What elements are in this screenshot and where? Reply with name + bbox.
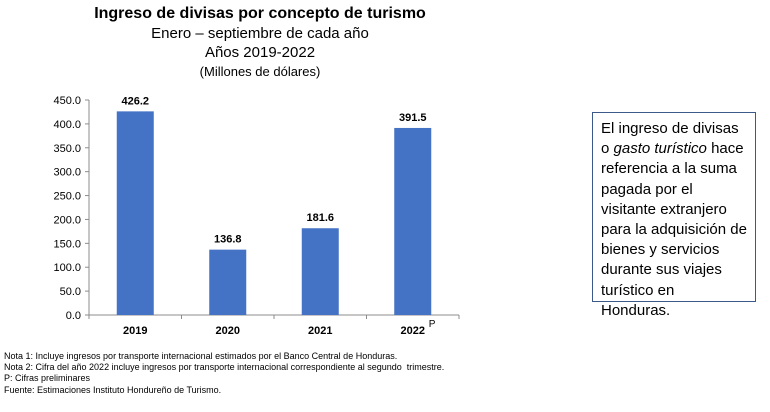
bar bbox=[394, 127, 432, 315]
bar bbox=[301, 228, 339, 315]
y-tick-label: 400.0 bbox=[53, 119, 81, 131]
info-text-italic: gasto turístico bbox=[613, 140, 707, 158]
data-label: 136.8 bbox=[214, 234, 242, 246]
y-tick-label: 350.0 bbox=[53, 143, 81, 155]
y-tick-label: 0.0 bbox=[66, 310, 81, 322]
y-tick-label: 300.0 bbox=[53, 167, 81, 179]
note-preliminary: P: Cifras preliminares bbox=[4, 373, 91, 384]
data-label: 181.6 bbox=[306, 212, 334, 224]
bar-chart: 0.0 50.0 100.0 150.0 200.0 250.0 300.0 350.0 400… bbox=[53, 95, 460, 337]
note-1: Nota 1: Incluye ingresos por transporte … bbox=[4, 351, 398, 361]
x-tick-label: 2019 bbox=[123, 325, 147, 337]
data-label: 391.5 bbox=[399, 112, 427, 124]
data-label: 426.2 bbox=[121, 95, 149, 107]
chart-notes: Nota 1: Incluye ingresos por transporte … bbox=[4, 351, 444, 396]
chart-header: Ingreso de divisas por concepto de turis… bbox=[0, 4, 520, 80]
x-tick-label: 2020 bbox=[216, 325, 240, 337]
bar bbox=[116, 111, 154, 315]
x-tick-label: 2022 bbox=[401, 325, 425, 337]
chart-subtitle-years: Años 2019-2022 bbox=[204, 44, 316, 61]
chart-subtitle-period: Enero – septiembre de cada año bbox=[151, 25, 369, 42]
y-tick-label: 250.0 bbox=[53, 191, 81, 203]
bar bbox=[209, 249, 247, 315]
y-tick-label: 450.0 bbox=[53, 95, 81, 107]
y-tick-label: 200.0 bbox=[53, 214, 81, 226]
note-2: Nota 2: Cifra del año 2022 incluye ingre… bbox=[4, 362, 445, 373]
x-tick-label: 2021 bbox=[308, 325, 332, 337]
preliminary-marker: P bbox=[429, 319, 436, 330]
info-text-end: hace referencia a la suma pagada por el … bbox=[601, 140, 747, 319]
y-tick-label: 100.0 bbox=[53, 262, 81, 274]
info-box: El ingreso de divisas o gasto turístico … bbox=[592, 112, 756, 319]
chart-units-label: (Millones de dólares) bbox=[199, 64, 321, 79]
chart-title: Ingreso de divisas por concepto de turis… bbox=[94, 5, 426, 22]
info-text-start: El ingreso de divisas o bbox=[601, 120, 739, 158]
y-tick-label: 150.0 bbox=[53, 238, 81, 250]
note-source: Fuente: Estimaciones Instituto Hondureño… bbox=[4, 384, 222, 395]
y-tick-label: 50.0 bbox=[60, 286, 81, 298]
